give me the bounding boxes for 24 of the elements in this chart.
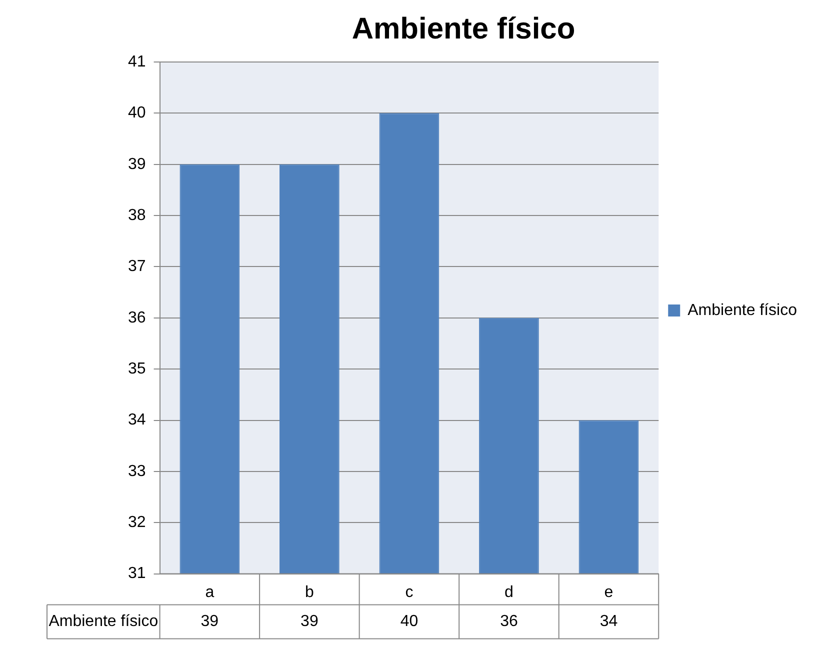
data-label: 39 [200, 613, 219, 630]
y-tick-label: 37 [128, 258, 146, 276]
y-tick-label: 39 [128, 156, 146, 173]
y-tick-label: 41 [128, 53, 146, 70]
y-tick-label: 38 [128, 206, 146, 224]
y-tick-label: 36 [128, 309, 146, 326]
y-tick-label: 31 [128, 565, 146, 582]
x-tick-label: d [504, 584, 514, 601]
x-tick-label: e [604, 584, 614, 601]
y-tick-label: 33 [128, 462, 146, 480]
data-label: 34 [600, 613, 618, 630]
y-tick-label: 35 [128, 360, 146, 378]
data-label: 39 [300, 613, 318, 630]
x-tick-label: a [205, 584, 214, 601]
y-tick-label: 32 [128, 514, 146, 532]
x-tick-label: c [405, 584, 414, 601]
text: Ambiente físico [48, 613, 158, 630]
x-tick-label: b [304, 584, 314, 601]
chart-title: Ambiente físico [352, 12, 576, 46]
y-tick-label: 40 [128, 104, 146, 122]
data-label: 36 [500, 613, 518, 630]
data-label: 40 [400, 613, 418, 630]
legend-label: Ambiente físico [688, 302, 798, 319]
y-tick-label: 34 [128, 412, 146, 429]
